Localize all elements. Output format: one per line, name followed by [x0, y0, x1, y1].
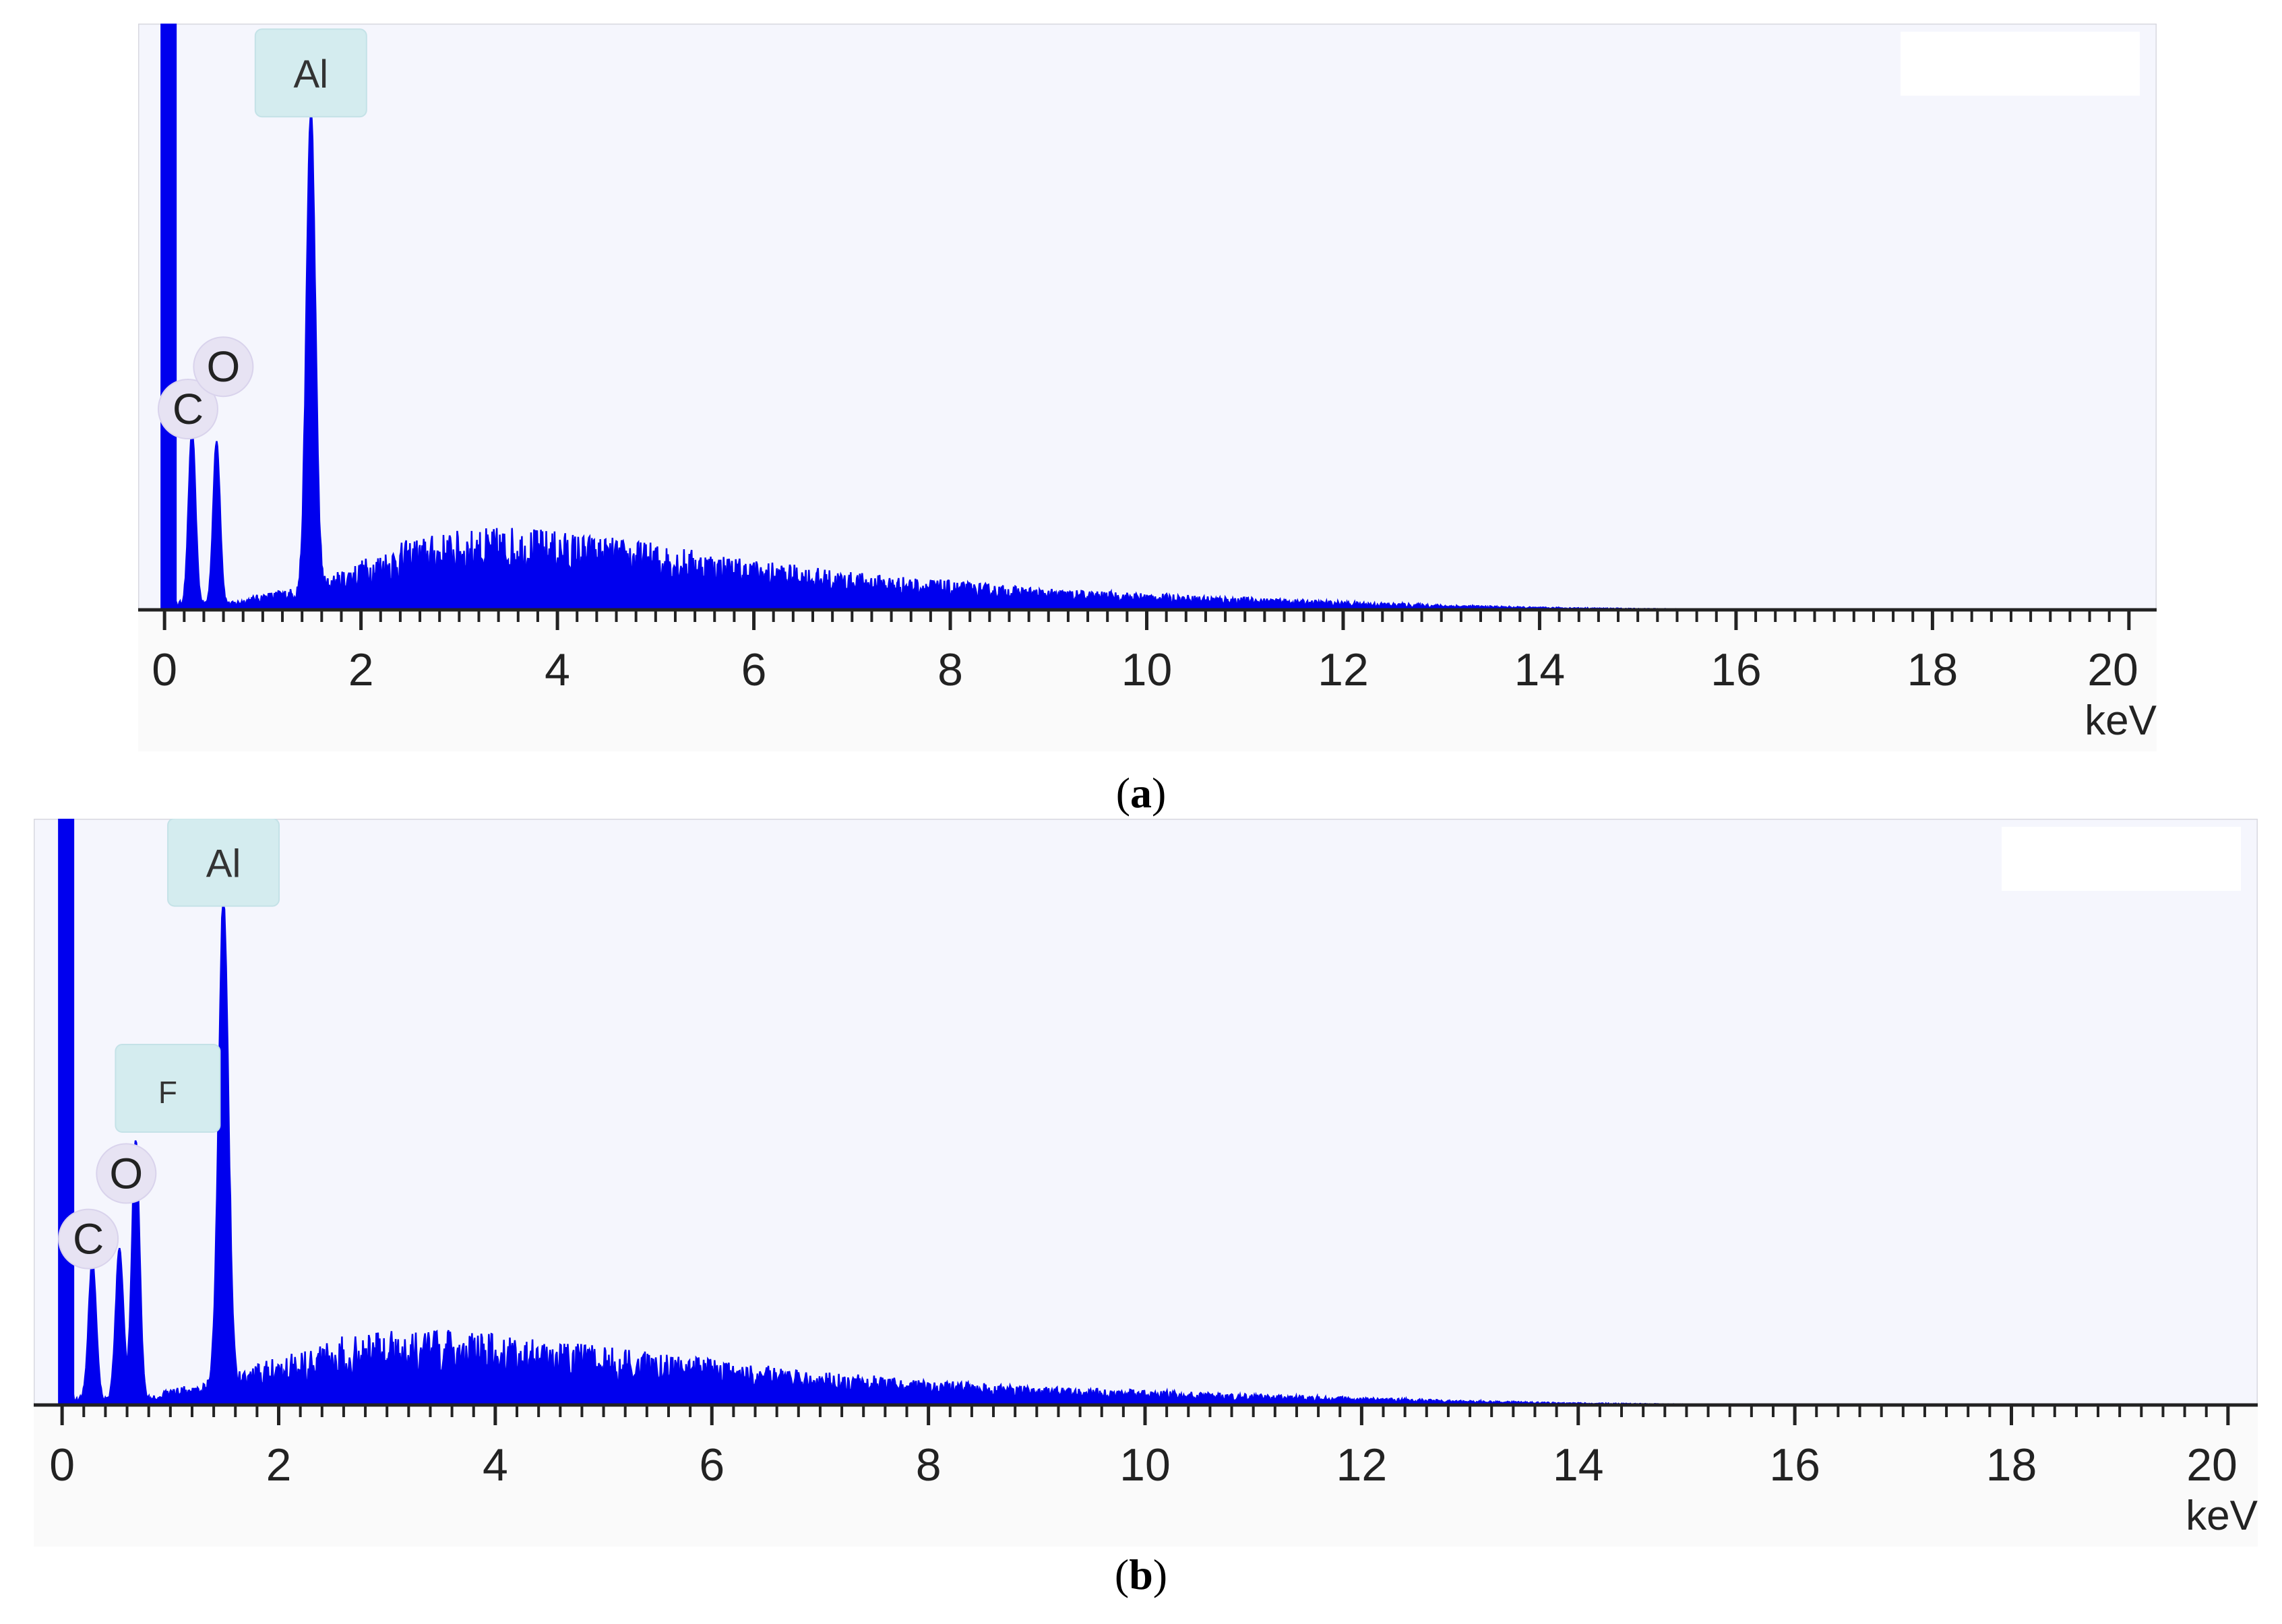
- b-x-tick-label: 10: [1119, 1439, 1171, 1491]
- caption-b: (b): [1114, 1551, 1168, 1598]
- b-peak-label-al: Al: [206, 842, 241, 886]
- a-peak-label-circle-c: [157, 379, 218, 439]
- a-x-tick-label: 20: [2087, 644, 2138, 695]
- a-offscale-peak-bar: [160, 24, 177, 610]
- b-x-tick-label: 16: [1769, 1439, 1820, 1491]
- b-x-tick-label: 20: [2186, 1439, 2238, 1491]
- spectrum-panel-b: 0 2 4 6 8 10 12 14 16 18 20 keV C O F Al: [34, 819, 2258, 1547]
- b-offscale-peak-bar: [58, 819, 75, 1405]
- a-plot-corner-patch: [1901, 32, 2140, 96]
- a-x-tick-label: 18: [1907, 644, 1959, 695]
- b-x-tick-label: 12: [1336, 1439, 1388, 1491]
- b-axis-strip: [34, 1405, 2258, 1547]
- b-peak-label-box-al: [167, 819, 280, 907]
- b-peak-label-f: F: [158, 1075, 177, 1110]
- a-plot-area: [138, 24, 2157, 611]
- a-x-tick-label: 10: [1121, 644, 1173, 695]
- b-x-tick-label: 14: [1553, 1439, 1604, 1491]
- a-x-tick-label: 6: [741, 644, 767, 695]
- b-peak-label-c: C: [73, 1215, 104, 1263]
- b-x-tick-label: 18: [1986, 1439, 2037, 1491]
- caption-b-letter: b: [1129, 1551, 1153, 1598]
- b-x-tick-label: 8: [916, 1439, 942, 1491]
- b-x-tick-label: 2: [266, 1439, 292, 1491]
- a-peak-label-o: O: [206, 342, 240, 391]
- a-x-tick-label: 0: [152, 644, 177, 695]
- a-x-tick-label: 14: [1514, 644, 1566, 695]
- a-peak-label-c: C: [173, 385, 204, 433]
- a-x-tick-label: 8: [937, 644, 963, 695]
- a-x-axis-label: keV: [2085, 697, 2157, 744]
- a-x-tick-label: 4: [545, 644, 570, 695]
- a-axis-strip: [138, 610, 2157, 751]
- a-peak-label-al: Al: [294, 53, 329, 96]
- b-peak-label-box-f: [115, 1044, 221, 1133]
- a-peak-label-circle-o: [193, 336, 254, 398]
- b-x-tick-label: 0: [49, 1439, 75, 1491]
- b-x-tick-label: 6: [699, 1439, 724, 1491]
- b-peak-label-o: O: [109, 1149, 143, 1197]
- a-x-tick-label: 16: [1710, 644, 1762, 695]
- b-plot-area: [34, 819, 2258, 1406]
- caption-a-letter: a: [1130, 769, 1152, 817]
- b-plot-corner-patch: [2002, 827, 2241, 891]
- a-x-tick-label: 12: [1318, 644, 1369, 695]
- caption-a: (a): [1115, 769, 1167, 817]
- b-peak-label-circle-c: [58, 1208, 119, 1270]
- b-x-axis-label: keV: [2186, 1493, 2258, 1539]
- b-x-tick-label: 4: [483, 1439, 508, 1491]
- a-peak-label-box-al: [254, 28, 367, 118]
- spectrum-panel-a: 0 2 4 6 8 10 12 14 16 18 20 keV C O Al: [138, 24, 2157, 751]
- a-x-tick-label: 2: [348, 644, 374, 695]
- b-peak-label-circle-o: [96, 1143, 157, 1204]
